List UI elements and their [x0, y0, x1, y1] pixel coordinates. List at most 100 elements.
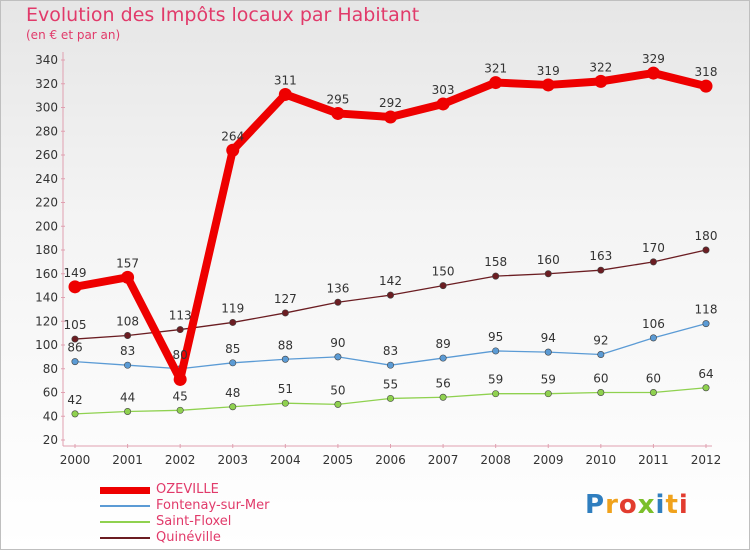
data-labels: 149 157 264 311 295 292 303 321 319 322 329 318 105 1… [64, 52, 718, 407]
data-point [334, 400, 342, 408]
x-tick-label: 2003 [217, 453, 248, 467]
data-label: 59 [541, 373, 556, 387]
data-point [124, 331, 132, 339]
data-label: 95 [488, 330, 503, 344]
data-label: 319 [537, 64, 560, 78]
y-tick-label: 40 [43, 409, 58, 423]
data-label: 44 [120, 391, 135, 405]
data-label: 264 [221, 129, 244, 143]
data-point [594, 74, 608, 88]
data-label: 83 [383, 344, 398, 358]
data-label: 86 [67, 341, 82, 355]
data-point [544, 390, 552, 398]
data-point [699, 79, 713, 93]
data-label: 158 [484, 255, 507, 269]
legend-item-ozeville: OZEVILLE [100, 482, 360, 498]
data-label: 88 [278, 338, 293, 352]
y-tick-label: 260 [35, 148, 58, 162]
data-label: 318 [695, 65, 718, 79]
data-label: 56 [435, 376, 450, 390]
data-point [702, 320, 710, 328]
data-point [436, 97, 450, 111]
x-tick-label: 2004 [270, 453, 301, 467]
data-point [334, 298, 342, 306]
data-label: 59 [488, 373, 503, 387]
data-label: 92 [593, 334, 608, 348]
y-tick-label: 220 [35, 196, 58, 210]
logo-letter: x [637, 490, 656, 520]
y-tick-label: 200 [35, 219, 58, 233]
data-point [649, 334, 657, 342]
data-point [334, 353, 342, 361]
data-point [597, 388, 605, 396]
data-label: 48 [225, 386, 240, 400]
data-label: 180 [695, 229, 718, 243]
data-point [278, 87, 292, 101]
data-point [124, 361, 132, 369]
data-point [541, 78, 555, 92]
y-tick-label: 240 [35, 172, 58, 186]
data-point [544, 348, 552, 356]
x-tick-label: 2009 [533, 453, 564, 467]
data-point [489, 76, 503, 90]
data-label: 149 [64, 266, 87, 280]
data-label: 51 [278, 382, 293, 396]
x-tick-label: 2007 [428, 453, 459, 467]
data-label: 303 [432, 83, 455, 97]
data-label: 118 [695, 303, 718, 317]
data-label: 163 [589, 249, 612, 263]
data-point [649, 388, 657, 396]
logo-letter: i [678, 490, 689, 520]
x-tick-label: 2010 [586, 453, 617, 467]
data-point [384, 110, 397, 124]
data-point [71, 358, 79, 366]
y-tick-label: 160 [35, 267, 58, 281]
data-point [121, 270, 135, 284]
data-point [176, 406, 184, 414]
data-point [386, 291, 394, 299]
logo-letter: i [655, 490, 666, 520]
legend-label: Quinéville [156, 530, 221, 545]
legend-item-saint-floxel: Saint-Floxel [100, 514, 360, 530]
data-label: 136 [326, 281, 349, 295]
y-tick-label: 300 [35, 101, 58, 115]
data-label: 89 [435, 337, 450, 351]
data-point [597, 266, 605, 274]
data-label: 142 [379, 274, 402, 288]
proxiti-logo: Proxiti [585, 490, 689, 520]
y-tick-label: 140 [35, 291, 58, 305]
data-point [281, 309, 289, 317]
chart-subtitle: (en € et par an) [26, 28, 121, 42]
data-label: 90 [330, 336, 345, 350]
data-point [281, 355, 289, 363]
data-label: 50 [330, 383, 345, 397]
chart-title: Evolution des Impôts locaux par Habitant [26, 4, 420, 26]
x-tick-label: 2005 [323, 453, 354, 467]
logo-letter: t [665, 490, 679, 520]
legend-label: Saint-Floxel [156, 514, 232, 529]
y-tick-label: 60 [43, 386, 58, 400]
y-tick-label: 320 [35, 77, 58, 91]
data-label: 119 [221, 301, 244, 315]
data-point [544, 270, 552, 278]
data-point [68, 280, 82, 294]
y-tick-label: 340 [35, 53, 58, 67]
data-label: 60 [593, 372, 608, 386]
logo-letter: r [605, 490, 619, 520]
data-point [386, 394, 394, 402]
data-label: 321 [484, 62, 507, 76]
data-point [386, 361, 394, 369]
y-tick-label: 120 [35, 314, 58, 328]
legend-label: OZEVILLE [156, 482, 219, 497]
data-label: 127 [274, 292, 297, 306]
logo-letter: P [585, 490, 606, 520]
data-point [702, 384, 710, 392]
legend-swatch [100, 487, 150, 494]
data-label: 80 [173, 348, 188, 362]
data-label: 55 [383, 377, 398, 391]
data-point [229, 359, 237, 367]
data-point [226, 143, 240, 157]
x-tick-label: 2002 [165, 453, 196, 467]
data-point [439, 393, 447, 401]
